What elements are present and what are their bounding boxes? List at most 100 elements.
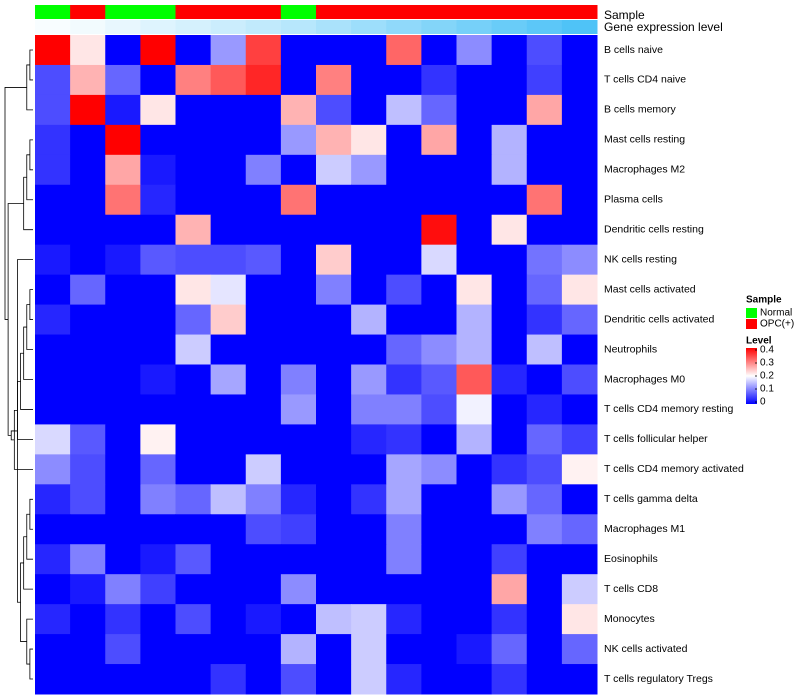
heatmap-cell <box>386 424 422 455</box>
expression-cell <box>526 20 563 34</box>
heatmap-cell <box>245 334 282 365</box>
sample-cell <box>351 5 387 19</box>
heatmap-cell <box>456 544 493 575</box>
heatmap-cell <box>386 304 422 336</box>
heatmap-cell <box>456 514 493 545</box>
heatmap-cell <box>421 364 457 395</box>
row-label: Macrophages M2 <box>604 164 685 176</box>
heatmap-cell <box>456 604 493 635</box>
heatmap-cell <box>561 544 598 575</box>
heatmap-cell <box>491 334 528 365</box>
sample-cell <box>316 5 352 19</box>
heatmap-cell <box>351 604 387 635</box>
row-label: Macrophages M1 <box>604 523 685 535</box>
heatmap-cell <box>526 274 563 306</box>
heatmap-cell <box>280 334 317 365</box>
heatmap-cell <box>386 184 422 216</box>
sample-cell <box>35 5 71 19</box>
expression-cell <box>491 20 528 34</box>
heatmap-cell <box>245 454 282 485</box>
row-label: Mast cells activated <box>604 283 696 295</box>
heatmap-cell <box>280 604 317 635</box>
heatmap-cell <box>70 484 106 515</box>
heatmap-cell <box>351 304 387 336</box>
heatmap-cell <box>456 394 493 425</box>
row-label: Macrophages M0 <box>604 373 685 385</box>
dendrogram-branch <box>29 648 33 680</box>
heatmap-cell <box>280 424 317 455</box>
heatmap-cell <box>316 154 352 186</box>
heatmap-cell <box>526 634 563 665</box>
heatmap-cell <box>35 214 71 246</box>
heatmap-cell <box>491 64 528 96</box>
sample-cell <box>280 5 317 19</box>
heatmap-cell <box>35 364 71 395</box>
heatmap-cell <box>351 334 387 365</box>
heatmap-cell <box>210 604 247 635</box>
heatmap-cell <box>561 64 598 96</box>
heatmap-cell <box>210 484 247 515</box>
expression-cell <box>280 20 317 34</box>
heatmap-cell <box>70 604 106 635</box>
heatmap-cell <box>280 35 317 66</box>
sample-cell <box>140 5 176 19</box>
heatmap-cell <box>421 634 457 665</box>
heatmap-cell <box>491 364 528 395</box>
dendrogram-branch <box>17 259 33 603</box>
heatmap-cell <box>210 124 247 156</box>
row-label: Dendritic cells activated <box>604 313 714 325</box>
heatmap-cell <box>456 454 493 485</box>
heatmap-cell <box>386 604 422 635</box>
dendrogram-branch <box>17 380 33 440</box>
heatmap-cell <box>561 454 598 485</box>
heatmap-cell <box>351 484 387 515</box>
heatmap-cell <box>351 514 387 545</box>
heatmap-cell <box>456 94 493 126</box>
heatmap-cell <box>245 214 282 246</box>
heatmap-cell <box>105 184 141 216</box>
heatmap-cell <box>280 124 317 156</box>
heatmap-cell <box>421 544 457 575</box>
heatmap-cell <box>351 214 387 246</box>
heatmap-cell <box>421 604 457 635</box>
heatmap-cell <box>316 424 352 455</box>
heatmap-cell <box>105 154 141 186</box>
heatmap-cell <box>210 35 247 66</box>
heatmap-cell <box>245 664 282 695</box>
heatmap-cell <box>421 394 457 425</box>
row-label: B cells naive <box>604 44 663 56</box>
heatmap-cell <box>35 274 71 306</box>
heatmap-cell <box>70 214 106 246</box>
heatmap-cell <box>316 124 352 156</box>
heatmap-cell <box>421 514 457 545</box>
heatmap-cell <box>35 244 71 276</box>
heatmap-cell <box>105 35 141 66</box>
dendrogram-branch <box>26 64 33 111</box>
legend-label-normal: Normal <box>760 308 792 319</box>
row-dendrogram <box>4 49 33 680</box>
heatmap-cell <box>316 214 352 246</box>
heatmap-cell <box>210 664 247 695</box>
heatmap-cell <box>175 35 212 66</box>
heatmap-cell <box>140 544 176 575</box>
heatmap-cell <box>35 35 71 66</box>
heatmap-cell <box>245 424 282 455</box>
heatmap-cell <box>70 574 106 605</box>
heatmap-cell <box>35 94 71 126</box>
heatmap-cell <box>105 304 141 336</box>
heatmap-cell <box>316 604 352 635</box>
heatmap-cell <box>210 364 247 395</box>
heatmap-cell <box>561 424 598 455</box>
heatmap-cell <box>561 484 598 515</box>
heatmap-cell <box>421 35 457 66</box>
heatmap-cell <box>316 484 352 515</box>
heatmap-cell <box>140 484 176 515</box>
heatmap-cell <box>105 424 141 455</box>
heatmap-cell <box>140 244 176 276</box>
heatmap-cell <box>280 574 317 605</box>
heatmap-cell <box>491 604 528 635</box>
level-tick-label: 0 <box>760 397 766 408</box>
heatmap-cell <box>35 604 71 635</box>
heatmap-cell <box>316 35 352 66</box>
heatmap-cell <box>561 184 598 216</box>
